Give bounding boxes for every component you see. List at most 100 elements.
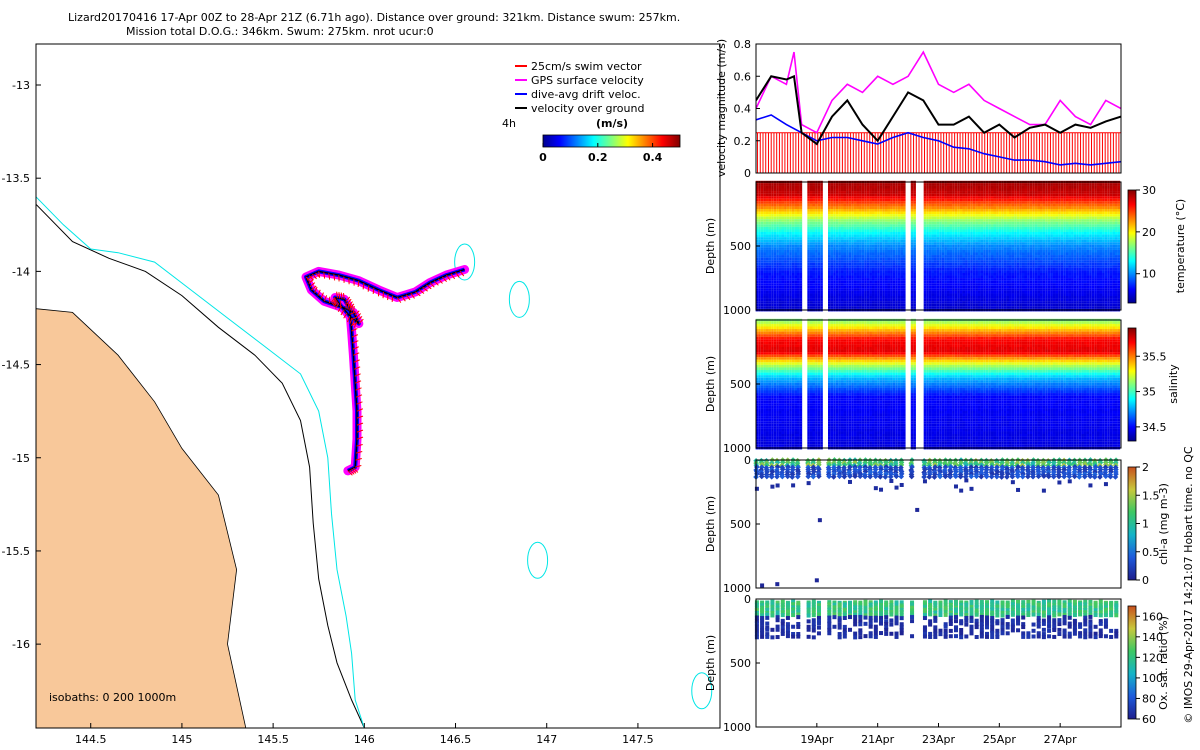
profile-sample [972, 196, 976, 199]
profile-sample [962, 285, 966, 289]
profile-sample [882, 198, 885, 202]
profile-sample [980, 306, 984, 309]
profile-sample [848, 296, 852, 299]
scale-label: 4h [502, 117, 516, 130]
profile-sample [895, 278, 898, 281]
profile-sample [789, 298, 792, 302]
profile-sample [778, 262, 782, 266]
profile-sample [931, 193, 935, 197]
profile-sample [972, 208, 976, 212]
profile-sample [962, 265, 966, 268]
profile-sample [859, 237, 862, 240]
profile-sample [796, 257, 800, 261]
profile-sample [817, 249, 821, 253]
profile-sample [786, 242, 790, 245]
profile-sample [892, 232, 896, 235]
profile-sample [952, 229, 955, 233]
profile-sample [952, 239, 955, 243]
profile-sample [923, 265, 927, 268]
profile-sample [923, 270, 927, 273]
profile-sample [856, 191, 860, 194]
profile-sample [926, 301, 929, 304]
velocity-series-line [756, 50, 1121, 134]
profile-sample [993, 211, 997, 215]
profile-sample [954, 255, 958, 258]
profile-sample [830, 239, 834, 243]
swim-vector [333, 274, 336, 281]
profile-sample [781, 201, 785, 204]
profile-sample [781, 270, 785, 273]
profile-sample [941, 221, 945, 225]
profile-sample [828, 306, 831, 309]
profile-sample [923, 262, 927, 266]
profile-sample [990, 303, 994, 307]
profile-sample [983, 206, 986, 209]
profile-sample [949, 285, 953, 289]
profile-sample [952, 247, 955, 250]
profile-sample [926, 293, 929, 297]
profile-sample [760, 198, 764, 202]
profile-sample [807, 198, 810, 202]
profile-sample [846, 188, 849, 192]
profile-sample [763, 260, 766, 263]
profile-sample [789, 257, 792, 261]
profile-sample [1006, 198, 1009, 202]
profile-sample [771, 191, 774, 194]
profile-sample [928, 232, 932, 235]
profile-sample [755, 301, 759, 304]
profile-sample [765, 216, 769, 220]
profile-sample [815, 298, 818, 302]
profile-sample [861, 214, 865, 217]
profile-sample [890, 229, 893, 233]
profile-sample [856, 239, 860, 243]
profile-sample [900, 249, 903, 253]
profile-sample [890, 296, 893, 299]
profile-sample [931, 247, 935, 250]
profile-sample [833, 247, 836, 250]
profile-sample [794, 193, 797, 197]
profile-sample [985, 285, 989, 289]
profile-sample [972, 193, 976, 197]
profile-sample [838, 265, 841, 268]
profile-sample [817, 298, 821, 302]
profile-sample [998, 288, 1002, 291]
profile-sample [928, 185, 932, 189]
profile-sample [913, 252, 916, 256]
profile-sample [985, 278, 989, 281]
profile-sample [1014, 237, 1017, 240]
profile-sample [851, 249, 854, 253]
profile-sample [1006, 262, 1009, 266]
profile-sample [859, 257, 862, 261]
profile-sample [784, 270, 787, 273]
profile-sample [887, 288, 891, 291]
profile-sample [892, 234, 896, 238]
profile-sample [949, 280, 953, 284]
profile-sample [954, 242, 958, 245]
profile-sample [928, 229, 932, 233]
swim-vector [309, 282, 316, 288]
profile-sample [1008, 239, 1012, 243]
profile-sample [1006, 234, 1009, 238]
profile-sample [890, 201, 893, 204]
profile-sample [830, 193, 834, 197]
profile-sample [957, 224, 960, 227]
profile-sample [760, 242, 764, 245]
velocity-y-ticks: 00.20.40.60.8 [734, 38, 760, 180]
profile-sample [990, 272, 994, 276]
profile-sample [985, 214, 989, 217]
profile-sample [887, 185, 891, 189]
profile-sample [848, 193, 852, 197]
profile-sample [765, 214, 769, 217]
profile-sample [853, 270, 857, 273]
profile-sample [848, 275, 852, 279]
profile-sample [954, 288, 958, 291]
velocity-series-line [756, 114, 1121, 166]
profile-sample [1006, 219, 1009, 222]
velocity-y-tick-label: 0.6 [734, 70, 752, 83]
profile-sample [794, 285, 797, 289]
profile-sample [959, 216, 963, 220]
profile-sample [866, 301, 870, 304]
profile-sample [843, 301, 847, 304]
profile-sample [838, 260, 841, 263]
profile-sample [755, 283, 759, 286]
